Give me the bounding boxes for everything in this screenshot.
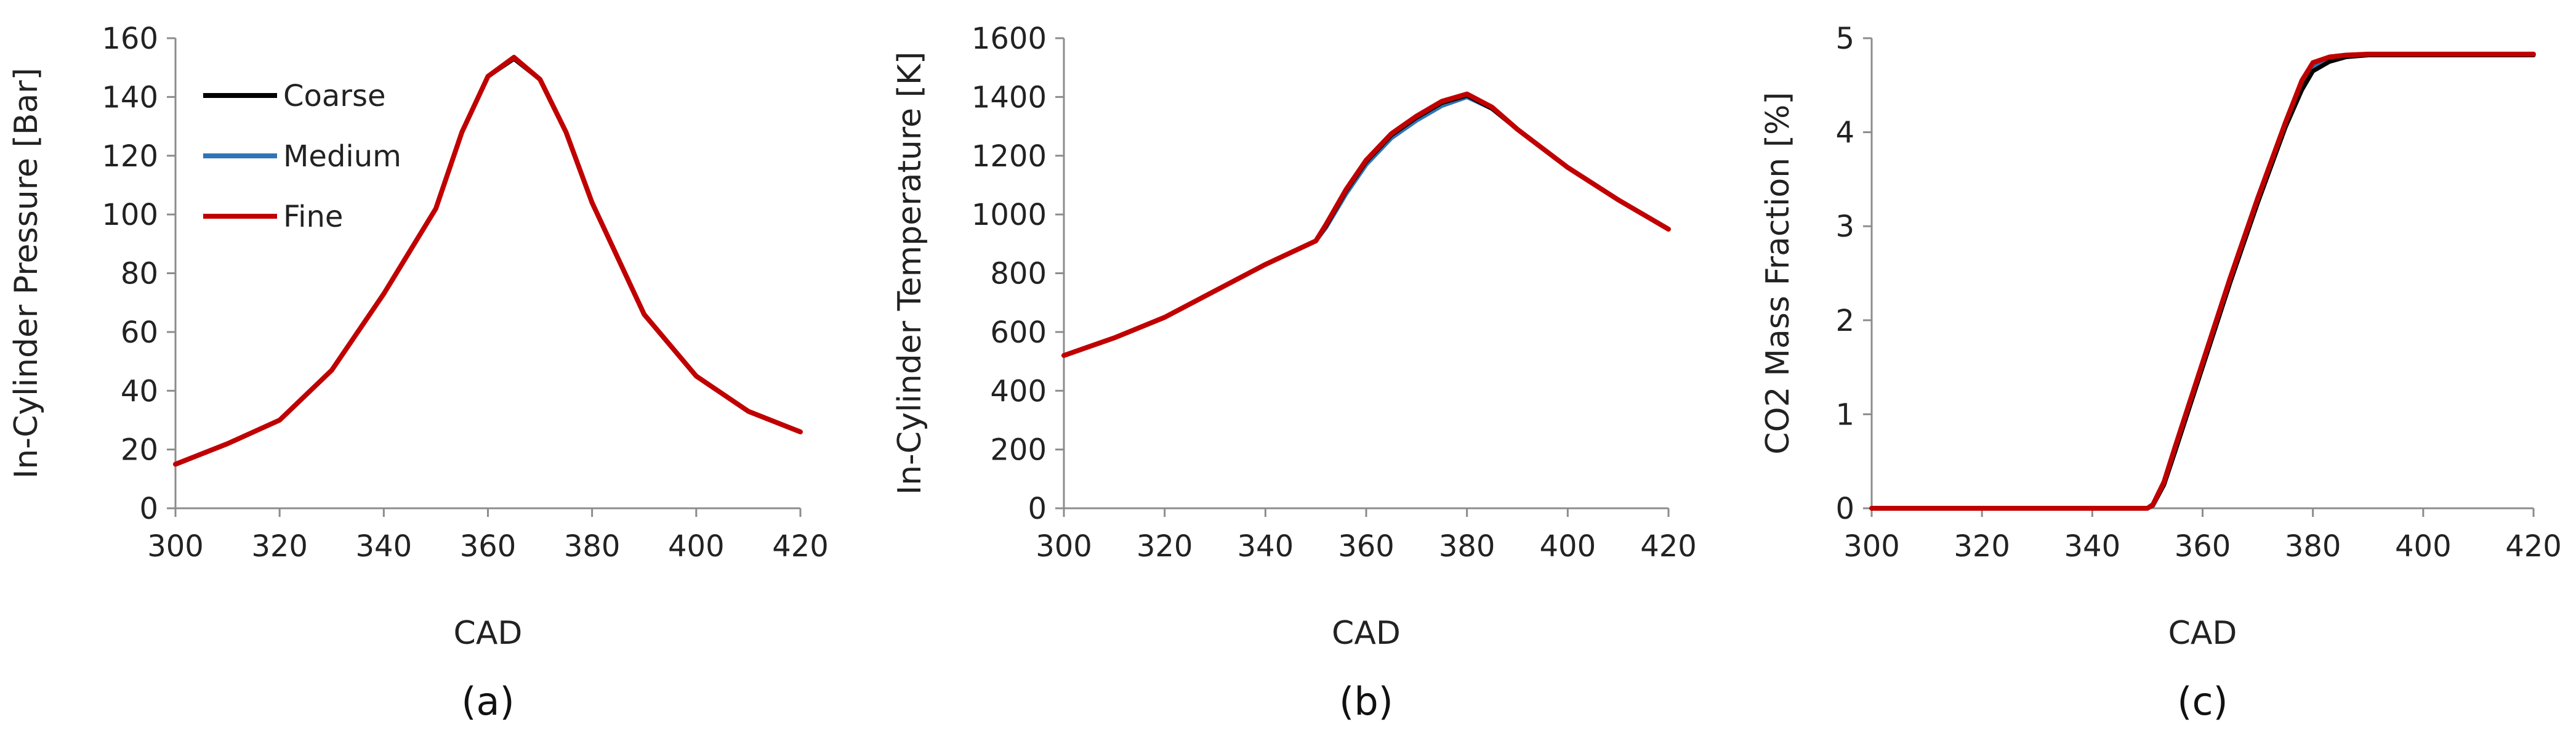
y-tick-label: 200 — [990, 433, 1047, 468]
y-tick-label: 0 — [139, 492, 158, 526]
chart-panel-3: 0 1 2 3 4 5 300 320 340 360 380 400 420 CAD CO2 Mass F… — [1760, 22, 2562, 724]
x-tick-label: 320 — [251, 529, 308, 564]
x-axis-title: CAD — [2168, 615, 2237, 652]
x-axis-title: CAD — [1332, 615, 1401, 652]
legend-label: Coarse — [283, 79, 386, 113]
series-line-coarse — [1061, 93, 1671, 358]
series-line-fine — [1061, 91, 1671, 358]
x-tick-label: 380 — [564, 529, 621, 564]
y-tick-label: 80 — [121, 257, 158, 291]
x-tick-label: 340 — [356, 529, 413, 564]
x-tick-label: 360 — [2175, 529, 2231, 564]
y-tick-label: 160 — [102, 22, 158, 56]
series-line-fine — [1869, 51, 2536, 511]
legend: Coarse Medium Fine — [203, 79, 401, 234]
y-tick-label: 40 — [121, 374, 158, 408]
x-tick-label: 320 — [1954, 529, 2010, 564]
series-line-medium — [173, 56, 803, 466]
x-tick-label: 340 — [2064, 529, 2121, 564]
x-tick-label: 300 — [1843, 529, 1900, 564]
y-axis-title: In-Cylinder Pressure [Bar] — [8, 68, 45, 479]
y-axis-title: In-Cylinder Temperature [K] — [892, 52, 928, 495]
x-tick-label: 380 — [2285, 529, 2341, 564]
y-tick-label: 100 — [102, 198, 158, 232]
chart-panel-2: 0 200 400 600 800 1000 1200 1400 1600 300 320 340 36… — [892, 22, 1697, 724]
y-tick-label: 1200 — [972, 139, 1047, 174]
y-tick-label: 1400 — [972, 80, 1047, 115]
x-tick-label: 400 — [668, 529, 725, 564]
y-tick-label: 1 — [1835, 397, 1854, 432]
legend-item-medium: Medium — [203, 139, 401, 174]
x-tick-label: 420 — [1640, 529, 1697, 564]
x-tick-label: 360 — [1338, 529, 1395, 564]
y-axis-title: CO2 Mass Fraction [%] — [1760, 92, 1797, 454]
y-tick-label: 0 — [1028, 492, 1047, 526]
y-tick-label: 20 — [121, 433, 158, 468]
y-tick-label: 600 — [990, 315, 1047, 350]
legend-label: Medium — [283, 139, 401, 174]
x-tick-label: 380 — [1439, 529, 1495, 564]
legend-item-coarse: Coarse — [203, 79, 386, 113]
y-tick-label: 4 — [1835, 116, 1854, 150]
y-tick-label: 0 — [1835, 492, 1854, 526]
y-tick-label: 400 — [990, 374, 1047, 408]
x-tick-label: 340 — [1238, 529, 1294, 564]
x-tick-label: 400 — [1540, 529, 1596, 564]
series-line-coarse — [1869, 53, 2536, 511]
series-line-fine — [173, 55, 803, 467]
x-tick-label: 300 — [1036, 529, 1092, 564]
x-tick-label: 320 — [1137, 529, 1193, 564]
x-tick-label: 420 — [2505, 529, 2562, 564]
y-tick-label: 800 — [990, 257, 1047, 291]
x-tick-label: 420 — [772, 529, 829, 564]
y-tick-label: 2 — [1835, 304, 1854, 338]
panel-label: (a) — [461, 679, 514, 724]
y-tick-label: 3 — [1835, 209, 1854, 244]
series-line-medium — [1061, 94, 1671, 358]
x-tick-label: 300 — [147, 529, 204, 564]
x-tick-label: 360 — [460, 529, 517, 564]
y-tick-label: 5 — [1835, 22, 1854, 56]
y-tick-label: 1000 — [972, 198, 1047, 232]
series-line-medium — [1869, 53, 2536, 511]
legend-label: Fine — [283, 200, 343, 234]
series-line-coarse — [173, 56, 803, 466]
y-tick-label: 1600 — [972, 22, 1047, 56]
x-tick-label: 400 — [2395, 529, 2452, 564]
y-tick-label: 120 — [102, 139, 158, 174]
y-tick-label: 140 — [102, 80, 158, 115]
panel-label: (b) — [1339, 679, 1393, 724]
chart-panel-1: 0 20 40 60 80 100 120 140 160 300 320 340 360 380 400 4… — [8, 22, 829, 724]
x-axis-title: CAD — [454, 615, 523, 652]
y-tick-label: 60 — [121, 315, 158, 350]
legend-item-fine: Fine — [203, 200, 343, 234]
panel-label: (c) — [2177, 679, 2228, 724]
